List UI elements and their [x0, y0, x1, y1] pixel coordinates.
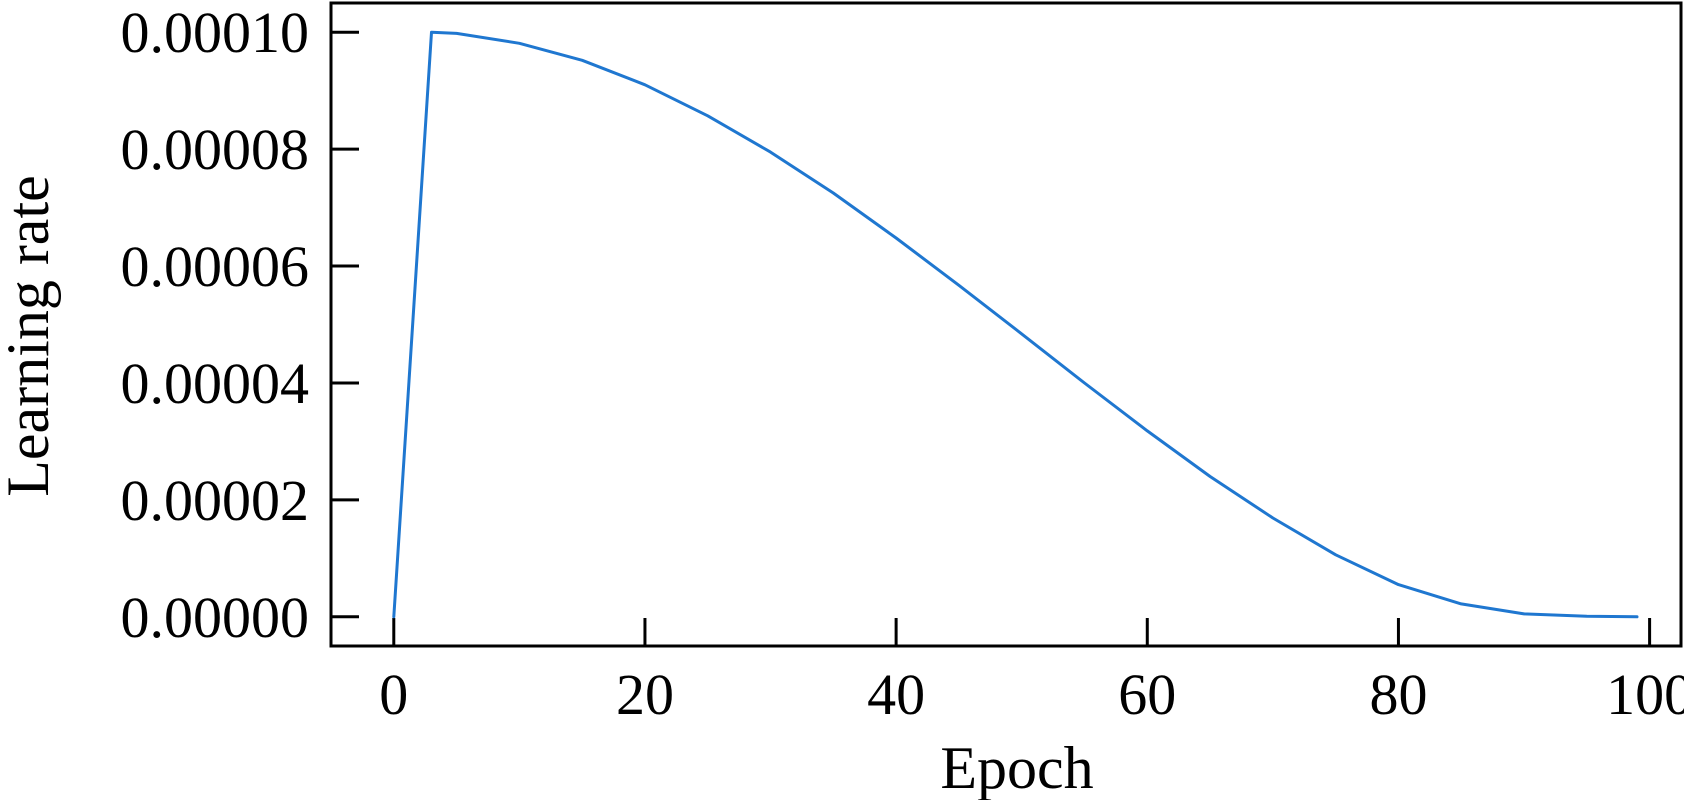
- y-axis-title: Learning rate: [0, 175, 61, 496]
- y-tick-label: 0.00000: [121, 585, 310, 650]
- plot-frame: [329, 1, 1683, 648]
- x-tick-label: 40: [867, 662, 925, 727]
- x-axis-title: Epoch: [940, 735, 1093, 800]
- x-tick-label: 0: [379, 662, 408, 727]
- learning-rate-line: [392, 30, 1639, 619]
- y-tick-label: 0.00010: [121, 0, 310, 65]
- y-tick-label: 0.00008: [121, 117, 310, 182]
- x-tick-label: 100: [1606, 662, 1684, 727]
- x-axis: 0 20 40 60 80 100: [379, 618, 1684, 727]
- x-tick-label: 20: [616, 662, 674, 727]
- x-tick-label: 60: [1118, 662, 1176, 727]
- y-tick-label: 0.00004: [121, 351, 310, 416]
- x-tick-label: 80: [1369, 662, 1427, 727]
- y-axis: 0.00000 0.00002 0.00004 0.00006 0.00008 0.000…: [121, 0, 359, 650]
- y-tick-label: 0.00002: [121, 468, 310, 533]
- y-tick-label: 0.00006: [121, 234, 310, 299]
